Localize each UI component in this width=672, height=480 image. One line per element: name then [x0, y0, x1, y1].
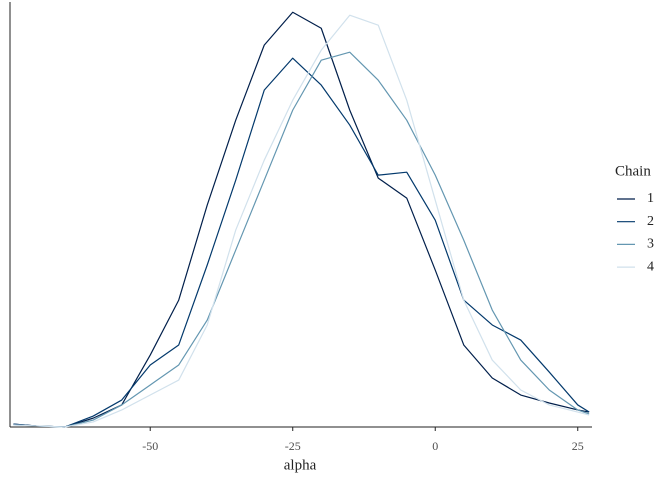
legend-label: 2 [647, 214, 654, 229]
legend-label: 1 [647, 191, 654, 206]
legend-label: 4 [647, 259, 654, 274]
x-tick-label: 0 [432, 439, 438, 453]
x-axis-label: alpha [284, 457, 317, 473]
x-tick-label: -50 [142, 439, 158, 453]
density-line [13, 51, 590, 428]
legend-title: Chain [615, 163, 651, 179]
x-tick-label: 25 [572, 439, 584, 453]
density-line [13, 11, 590, 428]
density-line [13, 14, 590, 428]
density-line [13, 57, 590, 428]
x-tick-label: -25 [285, 439, 301, 453]
legend-label: 3 [647, 237, 654, 252]
